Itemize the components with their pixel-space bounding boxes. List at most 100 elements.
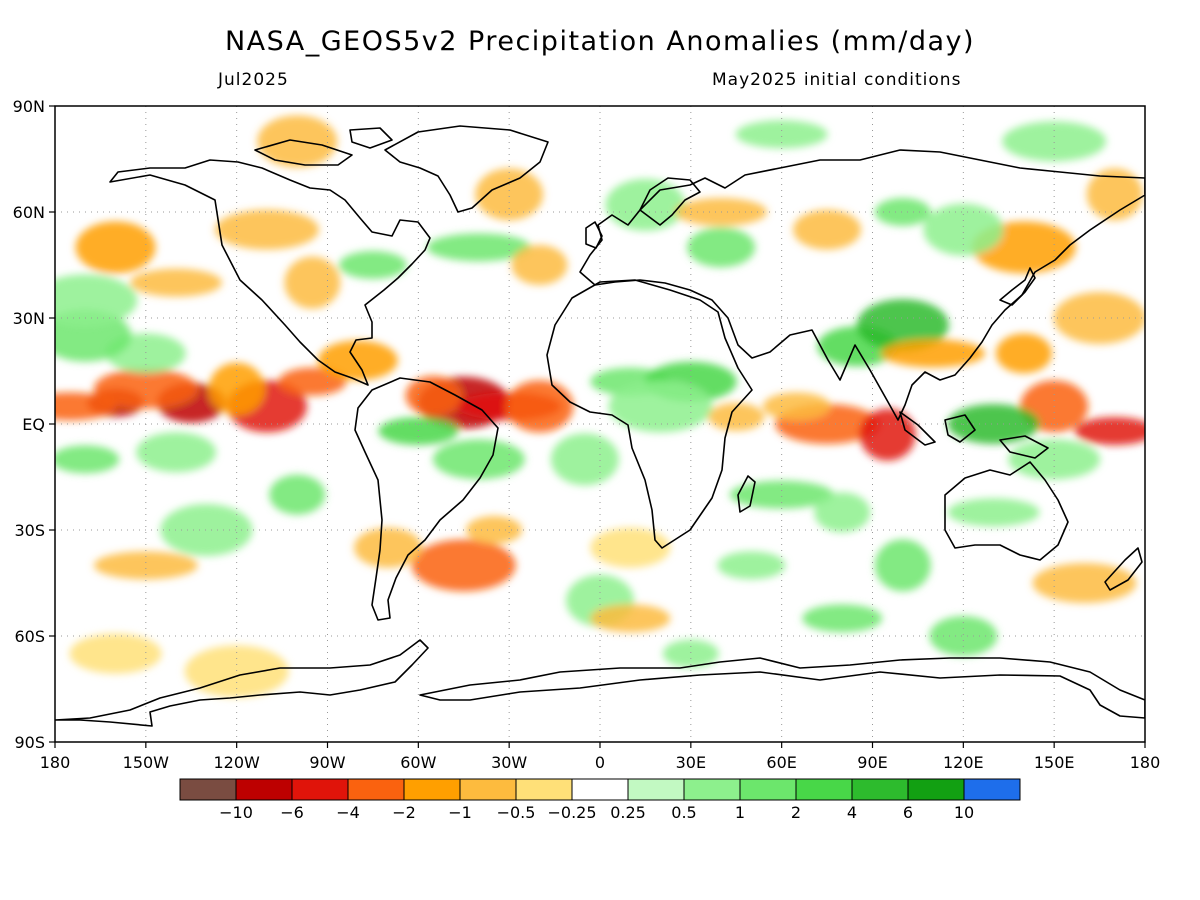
anomaly-patch <box>1008 439 1101 480</box>
lon-tick-label: 60W <box>400 753 436 772</box>
lon-tick-label: 90W <box>309 753 345 772</box>
lon-tick-label: 30W <box>491 753 527 772</box>
lon-tick-label: 0 <box>595 753 605 772</box>
colorbar-swatch <box>739 778 797 801</box>
colorbar-label: −0.25 <box>547 803 596 822</box>
anomaly-patch <box>284 256 341 309</box>
colorbar-swatch <box>347 778 405 801</box>
arctic-islands-coast <box>254 139 353 166</box>
map-area <box>55 106 1145 742</box>
anomaly-patch <box>505 380 574 433</box>
colorbar-swatch <box>683 778 741 801</box>
anomaly-patch <box>475 168 544 221</box>
anomaly-patch <box>426 233 531 262</box>
lat-tick-label: 60S <box>14 627 45 646</box>
anomaly-patch <box>317 340 398 381</box>
colorbar-swatch <box>515 778 573 801</box>
colorbar-label: 6 <box>903 803 913 822</box>
colorbar-label: −0.5 <box>497 803 536 822</box>
lon-tick-label: 90E <box>857 753 887 772</box>
colorbar-label: 10 <box>954 803 974 822</box>
graticule <box>55 106 1145 742</box>
anomaly-patch <box>995 333 1052 374</box>
anomaly-patch <box>814 492 871 533</box>
colorbar-swatch <box>571 778 629 801</box>
anomaly-patch <box>69 633 162 674</box>
anomaly-patch <box>75 221 156 274</box>
lat-tick-label: 90N <box>13 97 45 116</box>
anomaly-patch <box>687 227 756 268</box>
madagascar-coast <box>737 475 756 513</box>
anomaly-patch <box>55 274 138 327</box>
anomaly-patch <box>802 604 883 633</box>
anomaly-patch <box>735 120 828 149</box>
colorbar-label: −10 <box>219 803 253 822</box>
antarctica-coast <box>55 639 1145 727</box>
japan-coast <box>999 267 1036 306</box>
anomaly-patch <box>432 439 525 480</box>
colorbar-swatch <box>235 778 293 801</box>
anomaly-patch <box>55 445 120 474</box>
anomaly-patch <box>859 408 916 461</box>
colorbar-label: 1 <box>735 803 745 822</box>
colorbar-swatch <box>963 778 1021 801</box>
anomaly-patch <box>338 251 407 279</box>
africa-coast <box>546 279 753 549</box>
anomaly-patch <box>856 299 949 352</box>
anomaly-patch <box>729 480 834 509</box>
colorbar-label: −6 <box>280 803 304 822</box>
colorbar-swatch <box>627 778 685 801</box>
colorbar-label: −1 <box>448 803 472 822</box>
anomaly-patch <box>717 551 786 580</box>
anomaly-patch <box>278 367 347 396</box>
longitude-axis: 180 150W 120W 90W 60W 30W 0 30E 60E 90E 120E 150E 18… <box>40 742 1161 772</box>
lat-tick-label: 60N <box>13 203 45 222</box>
colorbar-swatch <box>459 778 517 801</box>
anomaly-patch <box>708 402 765 431</box>
lon-tick-label: 60E <box>766 753 796 772</box>
anomaly-patch <box>55 392 117 421</box>
lat-tick-label: 90S <box>14 733 45 752</box>
anomaly-patch <box>511 245 568 285</box>
anomaly-patch <box>881 339 986 368</box>
anomaly-layer <box>55 115 1145 698</box>
colorbar-swatch <box>291 778 349 801</box>
australia-coast <box>944 461 1069 561</box>
anomaly-patch <box>269 474 326 515</box>
anomaly-patch <box>608 380 713 433</box>
north-america-coast <box>109 159 431 386</box>
anomaly-patch <box>662 639 719 668</box>
anomaly-patch <box>184 645 289 698</box>
anomaly-patch <box>1002 121 1107 162</box>
arctic-island-small-coast <box>349 127 393 149</box>
anomaly-patch <box>405 375 462 416</box>
latitude-axis: 90N 60N 30N EQ 30S 60S 90S <box>13 97 55 752</box>
new-zealand-coast <box>1104 547 1143 591</box>
anomaly-patch <box>874 539 931 592</box>
anomaly-patch <box>214 209 319 250</box>
anomaly-patch <box>1032 563 1137 603</box>
maritime-continent-coast <box>899 411 1049 459</box>
colorbar-label: 0.25 <box>610 803 646 822</box>
colorbar-swatch <box>179 778 237 801</box>
colorbar-label: 2 <box>791 803 801 822</box>
scandinavia-coast <box>639 177 701 226</box>
anomaly-patch <box>354 527 423 568</box>
anomaly-patch <box>762 392 831 421</box>
anomaly-patch <box>874 198 931 226</box>
anomaly-patch <box>590 604 671 633</box>
anomaly-patch <box>130 268 223 297</box>
anomaly-patch <box>1086 168 1143 221</box>
british-isles-coast <box>585 221 603 249</box>
colorbar-label: −2 <box>392 803 416 822</box>
anomaly-patch <box>136 432 217 473</box>
lon-tick-label: 30E <box>676 753 706 772</box>
anomaly-patch <box>590 527 671 568</box>
lon-tick-label: 150E <box>1034 753 1075 772</box>
lat-tick-label: 30N <box>13 309 45 328</box>
colorbar: −10 −6 −4 −2 −1 −0.5 −0.25 0.25 0.5 1 2 4 6 10 <box>179 778 1021 822</box>
lon-tick-label: 180 <box>1130 753 1161 772</box>
anomaly-patch <box>793 209 862 250</box>
initial-conditions-label: May2025 initial conditions <box>712 70 962 90</box>
map-title: NASA_GEOS5v2 Precipitation Anomalies (mm… <box>224 26 976 57</box>
